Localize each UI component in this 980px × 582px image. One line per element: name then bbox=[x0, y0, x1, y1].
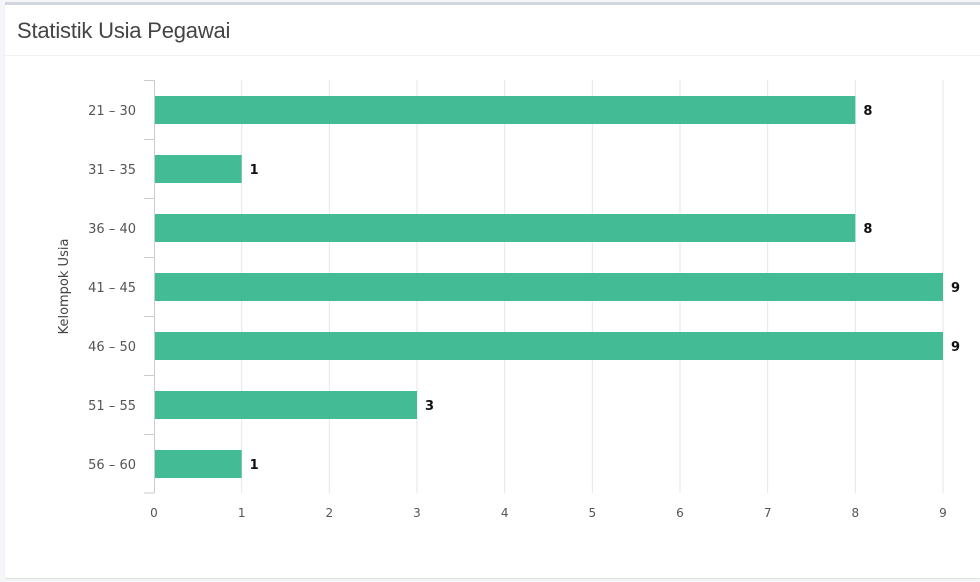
y-category-label: 31 – 35 bbox=[88, 163, 136, 178]
bars bbox=[155, 96, 943, 478]
bar-value-label: 1 bbox=[250, 458, 259, 473]
bar-value-label: 8 bbox=[863, 104, 872, 119]
y-category-label: 21 – 30 bbox=[88, 104, 136, 119]
bar-value-label: 9 bbox=[951, 340, 960, 355]
bar-4 bbox=[155, 273, 943, 301]
card-header: Statistik Usia Pegawai bbox=[5, 5, 980, 56]
y-category-label: 56 – 60 bbox=[88, 458, 136, 473]
labels: 0 1 2 3 4 5 6 7 8 9 21 – 30 8 31 – 35 1 36 – 40 8 41 – 4… bbox=[57, 104, 960, 520]
x-tick-label: 9 bbox=[939, 506, 947, 520]
bar-3 bbox=[155, 214, 856, 242]
y-category-label: 41 – 45 bbox=[88, 281, 136, 296]
bar-6 bbox=[155, 391, 417, 419]
y-category-label: 36 – 40 bbox=[88, 222, 136, 237]
x-tick-label: 3 bbox=[413, 506, 421, 520]
x-tick-label: 6 bbox=[676, 506, 684, 520]
y-category-label: 51 – 55 bbox=[88, 399, 136, 414]
y-axis-title: Kelompok Usia bbox=[57, 239, 72, 335]
bar-value-label: 8 bbox=[863, 222, 872, 237]
card-title: Statistik Usia Pegawai bbox=[17, 18, 231, 43]
x-tick-label: 2 bbox=[326, 506, 334, 520]
bar-2 bbox=[155, 155, 242, 183]
axes bbox=[144, 80, 155, 494]
x-tick-label: 8 bbox=[852, 506, 860, 520]
bar-7 bbox=[155, 450, 242, 478]
y-category-label: 46 – 50 bbox=[88, 340, 136, 355]
bar-value-label: 3 bbox=[425, 399, 434, 414]
x-tick-label: 4 bbox=[501, 506, 509, 520]
bar-5 bbox=[155, 332, 943, 360]
x-tick-label: 7 bbox=[764, 506, 772, 520]
bar-value-label: 9 bbox=[951, 281, 960, 296]
x-tick-label: 5 bbox=[589, 506, 597, 520]
bar-1 bbox=[155, 96, 856, 124]
x-tick-label: 1 bbox=[238, 506, 246, 520]
x-tick-label: 0 bbox=[150, 506, 158, 520]
bar-value-label: 1 bbox=[250, 163, 259, 178]
